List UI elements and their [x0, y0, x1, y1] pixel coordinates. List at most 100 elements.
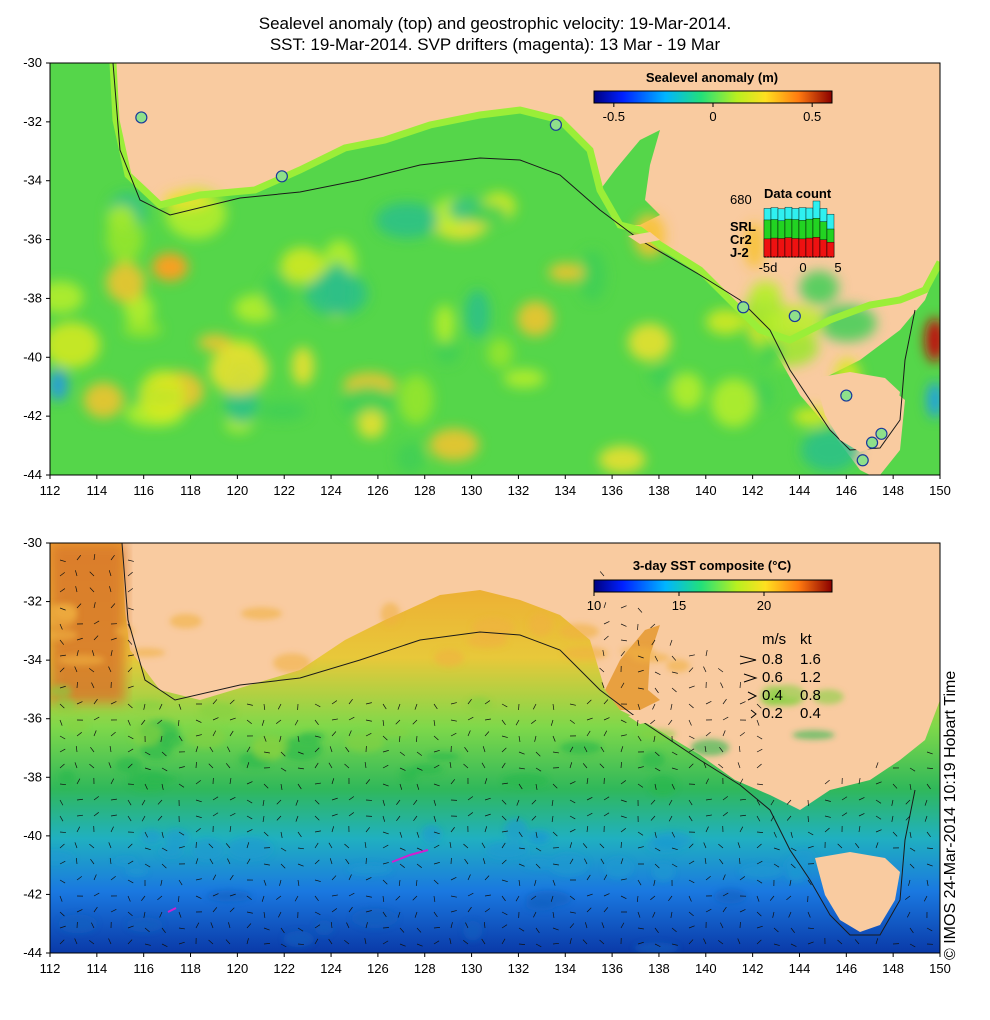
velocity-vector	[569, 938, 572, 945]
colorbar-tick-label: 15	[672, 598, 686, 613]
data-count-axis: -5d 0 5	[759, 260, 842, 275]
velocity-vector	[416, 943, 423, 947]
velocity-vector	[195, 734, 202, 737]
velocity-vector	[586, 893, 593, 897]
velocity-vector	[59, 623, 63, 630]
velocity-vector	[263, 783, 269, 789]
velocity-vector	[127, 571, 133, 577]
velocity-vector	[501, 735, 508, 738]
velocity-vector	[89, 763, 95, 769]
sst-patch	[410, 763, 444, 775]
velocity-vector	[467, 874, 471, 881]
velocity-vector	[76, 603, 82, 609]
velocity-vector	[108, 666, 112, 673]
velocity-vector	[481, 842, 486, 849]
x-tick-label: 144	[789, 961, 811, 976]
velocity-vector	[195, 780, 201, 785]
velocity-vector	[569, 719, 575, 724]
velocity-vector	[599, 571, 605, 577]
velocity-vector	[739, 681, 741, 689]
sst-patch	[559, 623, 599, 640]
sst-patch	[604, 857, 633, 879]
velocity-vector	[364, 938, 367, 945]
velocity-vector	[397, 703, 401, 710]
velocity-vector	[582, 843, 588, 849]
velocity-vector	[159, 911, 163, 918]
velocity-vector	[636, 895, 639, 902]
velocity-vector	[344, 940, 350, 945]
sst-patch	[714, 889, 747, 904]
sla-blob	[578, 250, 607, 302]
velocity-vector	[671, 831, 676, 838]
velocity-vector	[76, 826, 81, 833]
sst-patch	[226, 837, 273, 861]
velocity-vector	[722, 796, 729, 801]
velocity-vector	[501, 879, 508, 883]
sst-patch	[502, 773, 549, 788]
velocity-vector	[74, 666, 78, 673]
velocity-vector	[110, 875, 116, 881]
velocity-vector	[704, 746, 707, 753]
velocity-vector	[108, 762, 112, 769]
velocity-vector	[535, 863, 541, 869]
velocity-vector	[178, 895, 180, 903]
velocity-vector	[414, 703, 418, 710]
velocity-vector	[481, 938, 486, 945]
velocity-vector	[569, 895, 575, 900]
velocity-vector	[229, 699, 235, 705]
velocity-vector	[328, 842, 333, 849]
velocity-vector	[344, 763, 350, 769]
velocity-vector	[88, 668, 95, 673]
velocity-vector	[314, 924, 321, 929]
velocity-vector	[59, 572, 65, 577]
sst-patch	[504, 818, 528, 842]
x-tick-label: 146	[835, 483, 857, 498]
x-tick-label: 150	[929, 961, 951, 976]
sst-patch	[351, 908, 398, 929]
velocity-vector	[297, 751, 304, 755]
tide-gauge-marker	[840, 389, 853, 402]
sla-blob	[548, 262, 585, 282]
velocity-vector	[127, 588, 133, 593]
velocity-vector	[412, 895, 418, 901]
velocity-vector	[91, 650, 95, 657]
coastal-shelf-band	[109, 63, 940, 344]
y-tick-label: -42	[23, 408, 42, 423]
velocity-vector	[416, 863, 422, 868]
velocity-vector	[160, 879, 163, 886]
velocity-vector	[141, 815, 146, 822]
sla-blob	[598, 445, 646, 474]
velocity-vector	[59, 735, 66, 740]
sla-blob	[263, 271, 294, 315]
velocity-vector	[770, 799, 775, 806]
sst-patch	[169, 613, 202, 629]
velocity-vector	[620, 828, 626, 833]
velocity-vector	[382, 735, 388, 741]
velocity-vector	[718, 763, 724, 769]
velocity-vector	[463, 843, 469, 849]
velocity-vector	[59, 719, 63, 726]
velocity-vector	[552, 911, 555, 918]
velocity-vector	[739, 732, 745, 737]
velocity-vector	[348, 812, 355, 817]
y-tick-label: -34	[23, 173, 42, 188]
tide-gauge-marker	[856, 454, 869, 467]
velocity-vector	[161, 751, 167, 757]
velocity-vector	[531, 815, 537, 821]
velocity-vector	[905, 799, 911, 805]
y-tick-label: -40	[23, 349, 42, 364]
sst-patch	[158, 845, 184, 858]
velocity-vector	[603, 602, 607, 609]
velocity-vector	[127, 843, 133, 849]
velocity-vector	[433, 703, 438, 710]
sst-patch	[347, 863, 392, 876]
sst-patch	[434, 649, 464, 667]
velocity-vector	[229, 797, 236, 801]
velocity-vector	[263, 879, 267, 886]
velocity-vector	[161, 847, 168, 852]
velocity-vector	[722, 730, 726, 737]
velocity-vector	[208, 843, 214, 849]
velocity-vector	[875, 829, 882, 833]
velocity-vector	[569, 799, 576, 804]
